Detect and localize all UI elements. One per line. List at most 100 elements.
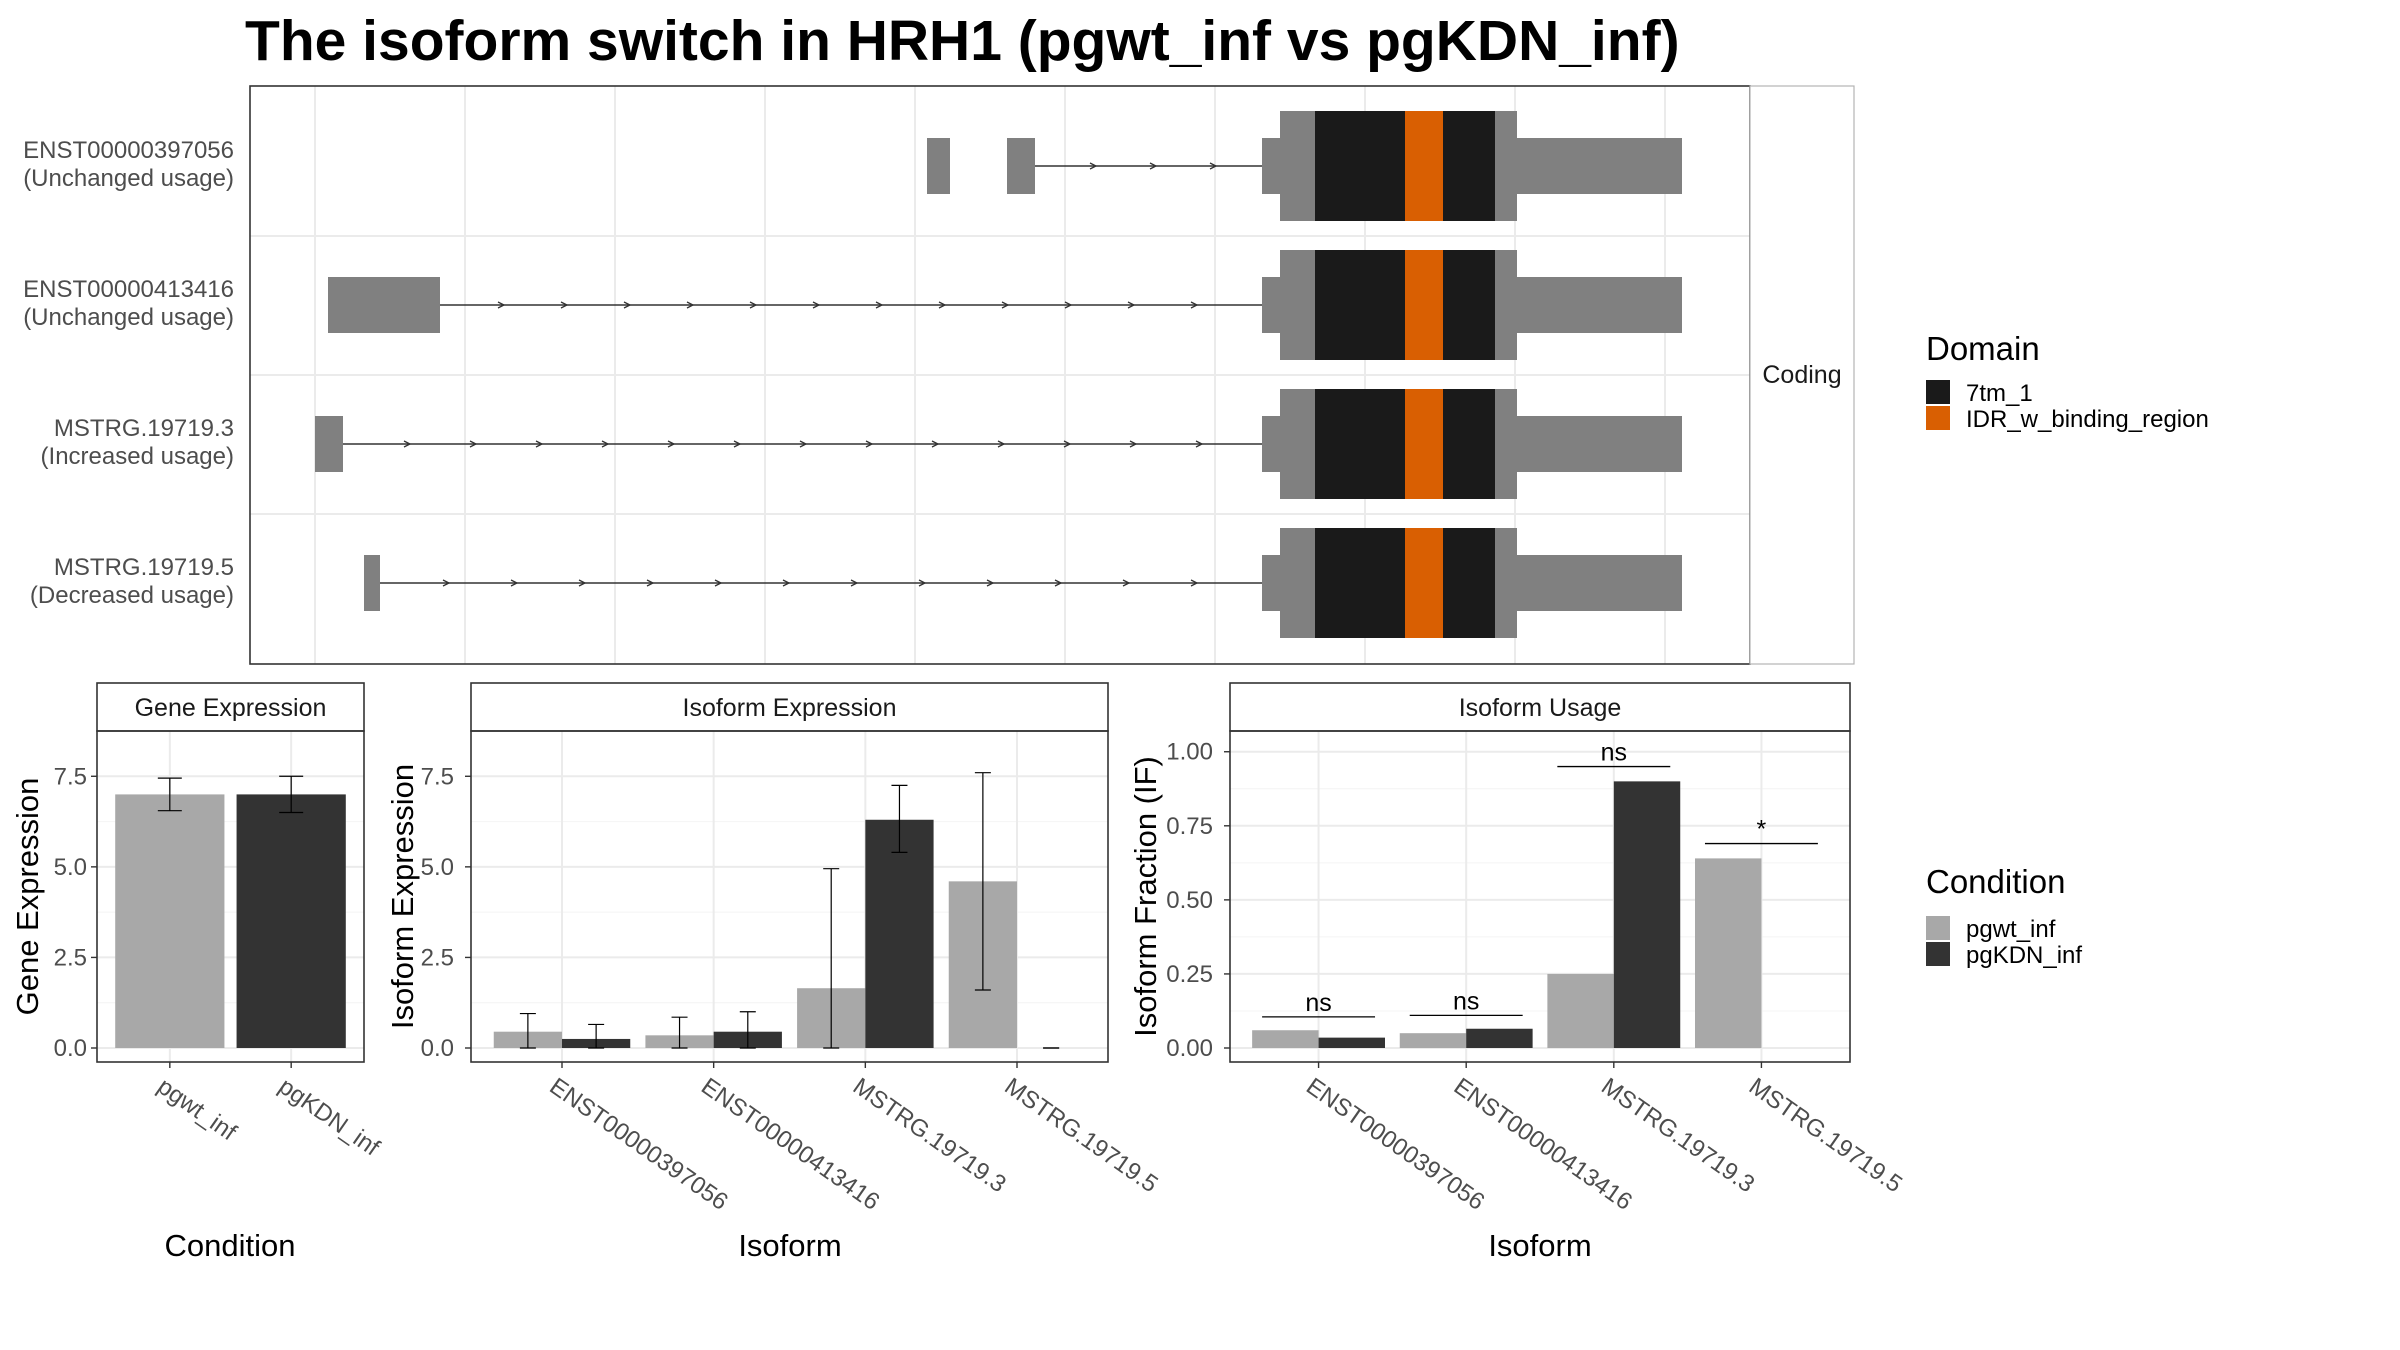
intron-direction-arrow — [812, 301, 821, 309]
legend-label-pgwt_inf: pgwt_inf — [1966, 916, 2056, 943]
intron-direction-arrow — [667, 440, 676, 448]
intron-direction-arrow — [1064, 301, 1073, 309]
intron-direction-arrow — [986, 579, 995, 587]
exon-utr — [315, 416, 343, 472]
y-axis-title: Isoform Fraction (IF) — [1128, 756, 1163, 1037]
domain-7tm_1 — [1315, 250, 1405, 360]
panel-strip — [470, 682, 1109, 732]
intron-direction-arrow — [469, 440, 478, 448]
x-tick-label: MSTRG.19719.5 — [1744, 1073, 1907, 1198]
domain-7tm_1 — [1443, 250, 1495, 360]
panel-border — [470, 730, 1109, 1063]
x-tick-label: MSTRG.19719.3 — [1596, 1073, 1759, 1198]
intron-direction-arrow — [918, 579, 927, 587]
intron-direction-arrow — [646, 579, 655, 587]
y-tick-label: 7.5 — [54, 763, 87, 790]
domain-idr_w_binding_region — [1405, 111, 1443, 221]
panel-strip-label: Isoform Usage — [1459, 694, 1622, 722]
x-axis-title: Condition — [165, 1228, 296, 1263]
x-tick-label: MSTRG.19719.5 — [1000, 1073, 1163, 1198]
domain-7tm_1 — [1315, 528, 1405, 638]
intron-direction-arrow — [938, 301, 947, 309]
y-axis-title: Isoform Expression — [385, 764, 420, 1029]
intron-direction-arrow — [1149, 162, 1158, 170]
intron-direction-arrow — [799, 440, 808, 448]
isoform-label-name: ENST00000397056 — [23, 137, 234, 164]
exon-cds-end — [1495, 250, 1517, 360]
intron-direction-arrow — [442, 579, 451, 587]
isoform-track-ENST00000397056 — [927, 111, 1682, 221]
bar-pgKDN_inf-ENST00000397056 — [1318, 1037, 1385, 1048]
panel-isoform-expression: Isoform Expression0.02.55.07.5ENST000003… — [385, 682, 1163, 1263]
exon-utr — [328, 277, 440, 333]
legend-key-pgwt_inf — [1926, 916, 1950, 940]
domain-idr_w_binding_region — [1405, 250, 1443, 360]
bar-pgwt_inf-MSTRG.19719.5 — [1695, 858, 1762, 1048]
legend-key-pgKDN_inf — [1926, 942, 1950, 966]
isoform-track-ENST00000413416 — [328, 250, 1682, 360]
x-tick-label: MSTRG.19719.3 — [848, 1073, 1011, 1198]
exon-cds-start — [1262, 389, 1315, 499]
y-tick-label: 7.5 — [421, 763, 454, 790]
isoform-label-usage: (Unchanged usage) — [23, 304, 234, 331]
domain-idr_w_binding_region — [1405, 389, 1443, 499]
bar-pgKDN_inf-ENST00000413416 — [1466, 1028, 1533, 1048]
y-tick-label: 0.0 — [54, 1035, 87, 1062]
intron-direction-arrow — [931, 440, 940, 448]
intron-direction-arrow — [733, 440, 742, 448]
y-tick-label: 2.5 — [421, 944, 454, 971]
intron-direction-arrow — [850, 579, 859, 587]
panel-border — [1229, 730, 1851, 1063]
significance-label: ns — [1453, 987, 1479, 1015]
domain-7tm_1 — [1315, 389, 1405, 499]
exon-utr-3prime — [1517, 555, 1682, 611]
panel-isoform-usage: Isoform Usage ns ns ns * 0.00 0.25 0.50 0.75 1.00… — [1128, 682, 1907, 1263]
bar-pgKDN_inf-MSTRG.19719.3 — [1613, 781, 1681, 1048]
intron-direction-arrow — [1129, 440, 1138, 448]
intron-direction-arrow — [510, 579, 519, 587]
legend-label-pgKDN_inf: pgKDN_inf — [1966, 942, 2082, 969]
legend-label-idr: IDR_w_binding_region — [1966, 406, 2209, 433]
panel-strip — [1229, 682, 1851, 732]
y-tick-label: 2.5 — [54, 944, 87, 971]
condition-legend: Condition pgwt_inf pgKDN_inf — [1926, 863, 2082, 969]
y-tick-label: 1.00 — [1166, 739, 1213, 766]
intron-direction-arrow — [1190, 301, 1199, 309]
domain-7tm_1 — [1315, 111, 1405, 221]
bar-pgKDN_inf — [236, 794, 346, 1048]
exon-cds-end — [1495, 111, 1517, 221]
intron-direction-arrow — [686, 301, 695, 309]
bars — [493, 772, 1060, 1049]
exon-utr — [927, 138, 950, 194]
isoform-track-MSTRG.19719.3 — [315, 389, 1682, 499]
intron-direction-arrow — [1063, 440, 1072, 448]
intron-direction-arrow — [714, 579, 723, 587]
intron-direction-arrow — [1089, 162, 1098, 170]
condition-legend-title: Condition — [1926, 863, 2065, 900]
isoform-label-name: ENST00000413416 — [23, 276, 234, 303]
exon-cds-end — [1495, 528, 1517, 638]
intron-direction-arrow — [1209, 162, 1218, 170]
domain-legend-title: Domain — [1926, 330, 2040, 367]
bar-chart-panels: Gene Expression 0.0 2.5 5.0 7.5 pgwt_inf pgKDN… — [10, 682, 1907, 1263]
y-tick-label: 0.0 — [421, 1035, 454, 1062]
isoform-label-name: MSTRG.19719.3 — [54, 415, 234, 442]
x-axis-title: Isoform — [738, 1228, 841, 1263]
intron-direction-arrow — [1054, 579, 1063, 587]
exon-utr — [364, 555, 380, 611]
legend-label-7tm_1: 7tm_1 — [1966, 380, 2033, 407]
y-tick-label: 5.0 — [421, 854, 454, 881]
intron-direction-arrow — [749, 301, 758, 309]
exon-cds-end — [1495, 389, 1517, 499]
intron-direction-arrow — [1122, 579, 1131, 587]
figure-title: The isoform switch in HRH1 (pgwt_inf vs … — [245, 9, 1680, 73]
exon-cds-start — [1262, 250, 1315, 360]
domain-7tm_1 — [1443, 528, 1495, 638]
bar-pgKDN_inf-MSTRG.19719.3 — [865, 819, 934, 1048]
intron-direction-arrow — [497, 301, 506, 309]
significance-label: * — [1757, 816, 1767, 844]
y-axis-title: Gene Expression — [10, 778, 45, 1016]
exon-cds-start — [1262, 111, 1315, 221]
intron-direction-arrow — [875, 301, 884, 309]
domain-7tm_1 — [1443, 111, 1495, 221]
